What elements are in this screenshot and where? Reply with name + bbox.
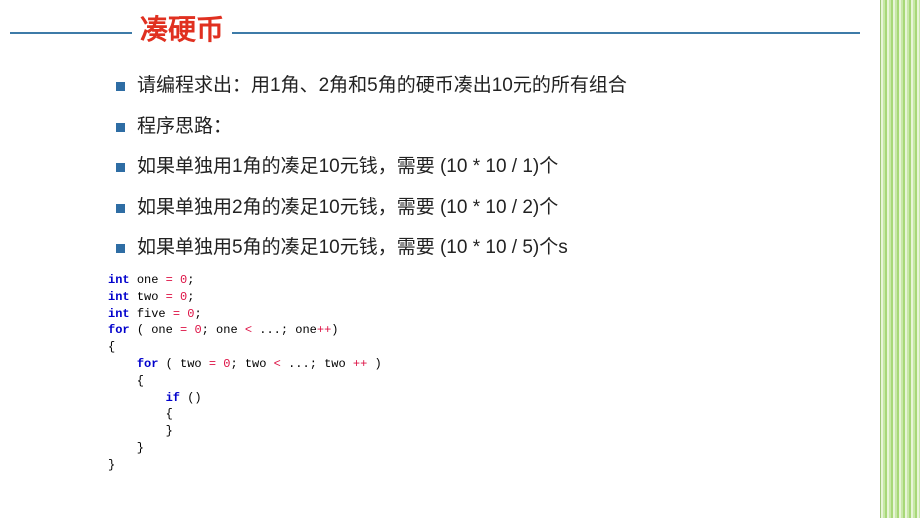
bullet-icon (116, 123, 125, 132)
code-block: int one = 0;int two = 0;int five = 0;for… (108, 272, 382, 474)
bullet-text: 如果单独用5角的凑足10元钱，需要 (10 * 10 / 5)个s (137, 234, 836, 263)
bullet-icon (116, 163, 125, 172)
bullet-item: 程序思路： (116, 113, 836, 142)
bullet-text: 如果单独用1角的凑足10元钱，需要 (10 * 10 / 1)个 (137, 153, 836, 182)
bullet-text: 如果单独用2角的凑足10元钱，需要 (10 * 10 / 2)个 (137, 194, 836, 223)
decorative-stripe (880, 0, 920, 518)
bullet-icon (116, 244, 125, 253)
slide-title: 凑硬币 (132, 8, 232, 48)
bullet-icon (116, 82, 125, 91)
bullet-icon (116, 204, 125, 213)
content-area: 请编程求出：用1角、2角和5角的硬币凑出10元的所有组合 程序思路： 如果单独用… (116, 72, 836, 275)
bullet-item: 如果单独用5角的凑足10元钱，需要 (10 * 10 / 5)个s (116, 234, 836, 263)
bullet-item: 如果单独用1角的凑足10元钱，需要 (10 * 10 / 1)个 (116, 153, 836, 182)
bullet-text: 程序思路： (137, 113, 836, 142)
bullet-item: 如果单独用2角的凑足10元钱，需要 (10 * 10 / 2)个 (116, 194, 836, 223)
bullet-item: 请编程求出：用1角、2角和5角的硬币凑出10元的所有组合 (116, 72, 836, 101)
bullet-text: 请编程求出：用1角、2角和5角的硬币凑出10元的所有组合 (137, 72, 836, 101)
title-area: 凑硬币 (0, 0, 920, 8)
